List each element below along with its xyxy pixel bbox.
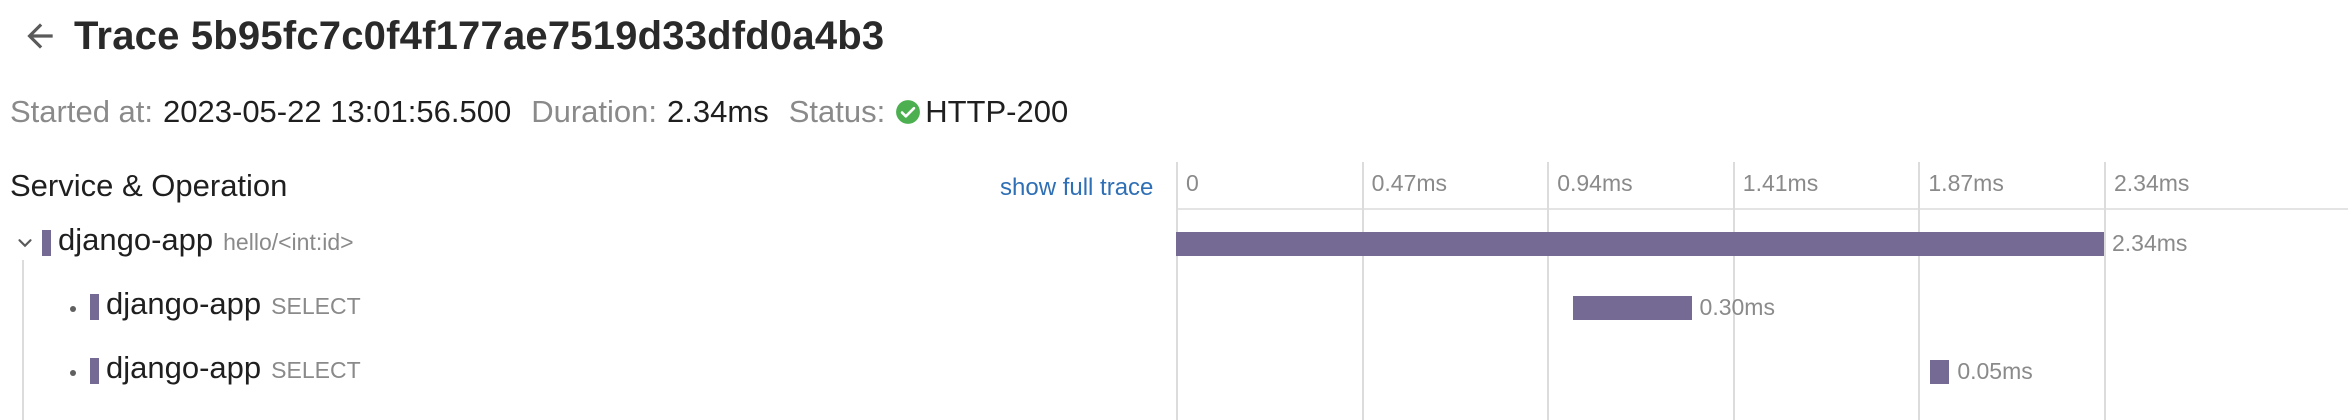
duration-value: 2.34ms bbox=[667, 94, 769, 129]
span-bar[interactable] bbox=[1176, 232, 2104, 256]
arrow-left-icon[interactable] bbox=[16, 12, 64, 60]
timeline-header-divider bbox=[1176, 208, 2348, 210]
span-label[interactable]: django-app hello/<int:id> bbox=[58, 222, 354, 258]
service-name: django-app bbox=[58, 222, 214, 257]
tree-node-dot bbox=[70, 306, 76, 312]
operation-name: hello/<int:id> bbox=[223, 229, 354, 255]
started-label: Started at: bbox=[10, 94, 154, 129]
operation-name: SELECT bbox=[271, 293, 361, 319]
operation-name: SELECT bbox=[271, 357, 361, 383]
tick-line bbox=[1176, 162, 1178, 420]
service-color-marker bbox=[90, 294, 99, 320]
tick-label: 1.87ms bbox=[1928, 170, 2004, 196]
span-duration-label: 0.30ms bbox=[1699, 294, 1775, 320]
tick-line bbox=[1361, 162, 1364, 420]
tick-label: 1.41ms bbox=[1742, 170, 1819, 196]
span-label[interactable]: django-app SELECT bbox=[106, 350, 361, 386]
chevron-down-icon[interactable] bbox=[14, 232, 36, 259]
trace-meta: Started at: 2023-05-22 13:01:56.500 Dura… bbox=[10, 94, 1088, 130]
tick-label: 0.94ms bbox=[1557, 170, 1633, 196]
page-title: Trace 5b95fc7c0f4f177ae7519d33dfd0a4b3 bbox=[74, 13, 885, 58]
span-label[interactable]: django-app SELECT bbox=[106, 286, 361, 322]
started-value: 2023-05-22 13:01:56.500 bbox=[163, 94, 512, 129]
span-duration-label: 2.34ms bbox=[2112, 230, 2188, 256]
span-bar[interactable] bbox=[1929, 360, 1950, 384]
tick-line bbox=[1732, 162, 1735, 420]
tick-line bbox=[2104, 162, 2106, 420]
column-header: Service & Operation bbox=[10, 168, 288, 203]
tick-line bbox=[1547, 162, 1550, 420]
check-circle-icon bbox=[895, 99, 921, 125]
tick-label: 0.47ms bbox=[1371, 170, 1448, 196]
show-full-trace-link[interactable]: show full trace bbox=[1000, 174, 1154, 201]
status-value: HTTP-200 bbox=[925, 94, 1069, 129]
tree-node-dot bbox=[70, 370, 76, 376]
tree-guide-line bbox=[22, 260, 24, 420]
span-duration-label: 0.05ms bbox=[1957, 358, 2033, 384]
service-color-marker bbox=[90, 358, 99, 384]
span-bar[interactable] bbox=[1572, 296, 1692, 320]
duration-label: Duration: bbox=[531, 94, 658, 129]
status-label: Status: bbox=[788, 94, 886, 129]
page-header: Trace 5b95fc7c0f4f177ae7519d33dfd0a4b3 bbox=[16, 6, 884, 66]
service-name: django-app bbox=[106, 350, 262, 385]
tick-line bbox=[1918, 162, 1921, 420]
tick-label: 2.34ms bbox=[2114, 170, 2190, 196]
service-color-marker bbox=[42, 230, 51, 256]
service-name: django-app bbox=[106, 286, 262, 321]
tick-label: 0 bbox=[1186, 170, 1199, 196]
